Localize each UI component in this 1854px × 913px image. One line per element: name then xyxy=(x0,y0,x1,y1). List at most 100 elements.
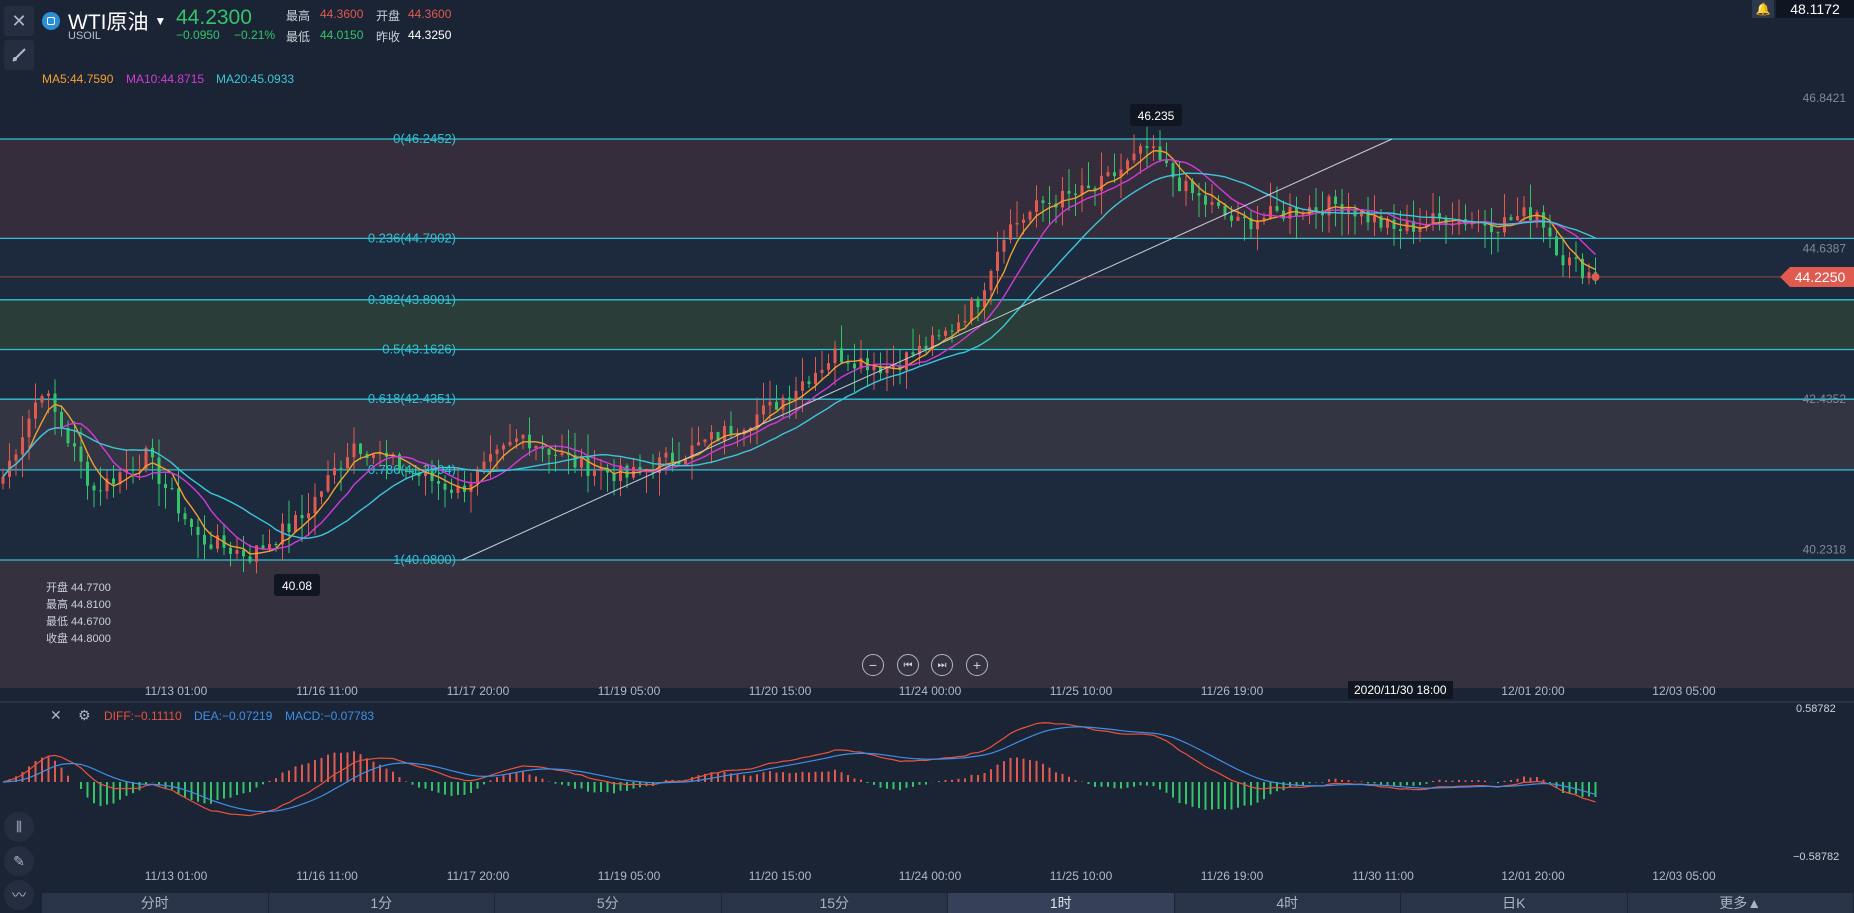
symbol-code: USOIL xyxy=(68,30,102,42)
symbol-selector[interactable]: WTI原油 ▼ xyxy=(68,6,166,36)
candle-body xyxy=(118,472,122,485)
candle-body xyxy=(105,478,109,492)
fib-label: 0.382(43.8901) xyxy=(368,292,456,307)
candle-body xyxy=(281,523,284,545)
candle-body xyxy=(1275,206,1279,211)
candle-body xyxy=(112,478,115,485)
candle-body xyxy=(905,352,908,371)
edit-button[interactable]: ✎ xyxy=(4,846,34,876)
candle-body xyxy=(1100,175,1103,191)
candle-body xyxy=(359,443,362,454)
candle-body xyxy=(1217,202,1220,206)
fib-label: 0.236(44.7902) xyxy=(368,230,456,245)
timeframe-tab[interactable]: 5分 xyxy=(495,893,722,913)
candle-body xyxy=(671,452,674,463)
timeframe-tab[interactable]: 1分 xyxy=(269,893,495,913)
candle-body xyxy=(1555,236,1558,256)
candle-body xyxy=(1009,224,1012,240)
timeframe-tabs: 分时 1分 5分 15分 1时 4时 日K 更多▲ xyxy=(42,893,1854,913)
candle-body xyxy=(807,381,811,384)
candle-body xyxy=(183,513,187,520)
candle-body xyxy=(177,488,180,514)
hover-high: 最高 44.8100 xyxy=(46,599,111,611)
candle-body xyxy=(79,446,83,462)
candle-body xyxy=(489,454,492,462)
macd-axis-top: 0.58782 xyxy=(1796,703,1836,715)
macd-time-axis-tick: 11/25 10:00 xyxy=(1050,869,1113,883)
scroll-start-button[interactable]: ⏮ xyxy=(897,654,919,676)
candle-body xyxy=(14,454,18,461)
candle-body xyxy=(1171,163,1175,178)
candle-body xyxy=(1165,159,1168,164)
candle-body xyxy=(534,445,538,449)
zoom-in-button[interactable]: + xyxy=(966,654,988,676)
candle-body xyxy=(677,462,681,464)
macd-time-axis-tick: 11/19 05:00 xyxy=(598,869,661,883)
candle-body xyxy=(937,335,941,337)
macd-time-axis-tick: 11/26 19:00 xyxy=(1201,869,1264,883)
timeframe-tab[interactable]: 15分 xyxy=(722,893,948,913)
candle-body xyxy=(1327,196,1331,216)
minus-icon: − xyxy=(868,657,878,673)
timeframe-tab[interactable]: 更多▲ xyxy=(1628,893,1854,913)
time-axis-tick: 11/20 15:00 xyxy=(749,684,812,698)
fib-label: 0.618(42.4351) xyxy=(368,391,456,406)
ma10-label: MA10:44.8715 xyxy=(126,72,205,86)
candle-body xyxy=(1386,219,1389,228)
zoom-out-button[interactable]: − xyxy=(862,654,884,676)
candle-body xyxy=(1139,146,1142,154)
candle-body xyxy=(73,443,76,447)
timeframe-tab[interactable]: 日K xyxy=(1401,893,1628,913)
candle-body xyxy=(1392,219,1396,229)
macd-time-axis-tick: 12/03 05:00 xyxy=(1652,869,1716,883)
candle-body xyxy=(775,401,778,410)
candle-body xyxy=(229,547,232,554)
scroll-end-button[interactable]: ⏭ xyxy=(931,654,953,676)
timeframe-tab[interactable]: 4时 xyxy=(1175,893,1401,913)
candle-body xyxy=(950,330,954,332)
macd-close-button[interactable]: ✕ xyxy=(50,707,62,724)
ma20-line xyxy=(2,172,1596,539)
candle-body xyxy=(1334,196,1337,205)
candle-body xyxy=(840,348,843,363)
macd-value-label: MACD:−0.07783 xyxy=(285,709,375,723)
candle-body xyxy=(580,456,583,468)
candle-body xyxy=(151,447,154,458)
candle-body xyxy=(378,452,382,455)
price-axis-tick: 40.2318 xyxy=(1803,543,1847,557)
candle-body xyxy=(729,425,733,436)
candle-body xyxy=(612,472,616,482)
macd-settings-button[interactable]: ⚙ xyxy=(78,707,91,724)
candle-body xyxy=(781,397,785,410)
timeframe-tab[interactable]: 分时 xyxy=(42,893,269,913)
macd-time-axis-tick: 11/17 20:00 xyxy=(447,869,510,883)
candle-body xyxy=(1113,172,1116,177)
candle-body xyxy=(1269,206,1272,218)
high-marker-label: 46.235 xyxy=(1138,109,1175,123)
candle-body xyxy=(599,468,603,471)
close-chart-button[interactable]: ✕ xyxy=(4,6,34,36)
candle-body xyxy=(1126,160,1129,170)
candle-body xyxy=(794,390,798,401)
draw-tool-button[interactable] xyxy=(4,40,34,70)
candle-body xyxy=(521,434,525,439)
alert-bell-button[interactable]: 🔔 xyxy=(1752,0,1774,18)
candle-body xyxy=(963,320,967,323)
macd-time-axis-tick: 11/20 15:00 xyxy=(749,869,812,883)
candle-body xyxy=(1204,195,1207,205)
candle-body xyxy=(99,490,102,492)
price-axis-tick: 42.4352 xyxy=(1803,392,1847,406)
candle-body xyxy=(190,519,193,527)
timeframe-tab[interactable]: 1时 xyxy=(948,893,1175,913)
candle-body xyxy=(1002,239,1006,252)
trend-button[interactable]: 〰 xyxy=(4,880,34,910)
indicator-button[interactable]: ⫼ xyxy=(4,812,34,842)
ma10-line xyxy=(2,158,1596,550)
hover-open: 开盘 44.7700 xyxy=(46,582,111,594)
candle-body xyxy=(1431,213,1435,224)
current-price-label: 44.2250 xyxy=(1795,269,1846,285)
candle-body xyxy=(879,365,882,374)
candle-body xyxy=(27,418,31,438)
candle-body xyxy=(638,466,642,470)
